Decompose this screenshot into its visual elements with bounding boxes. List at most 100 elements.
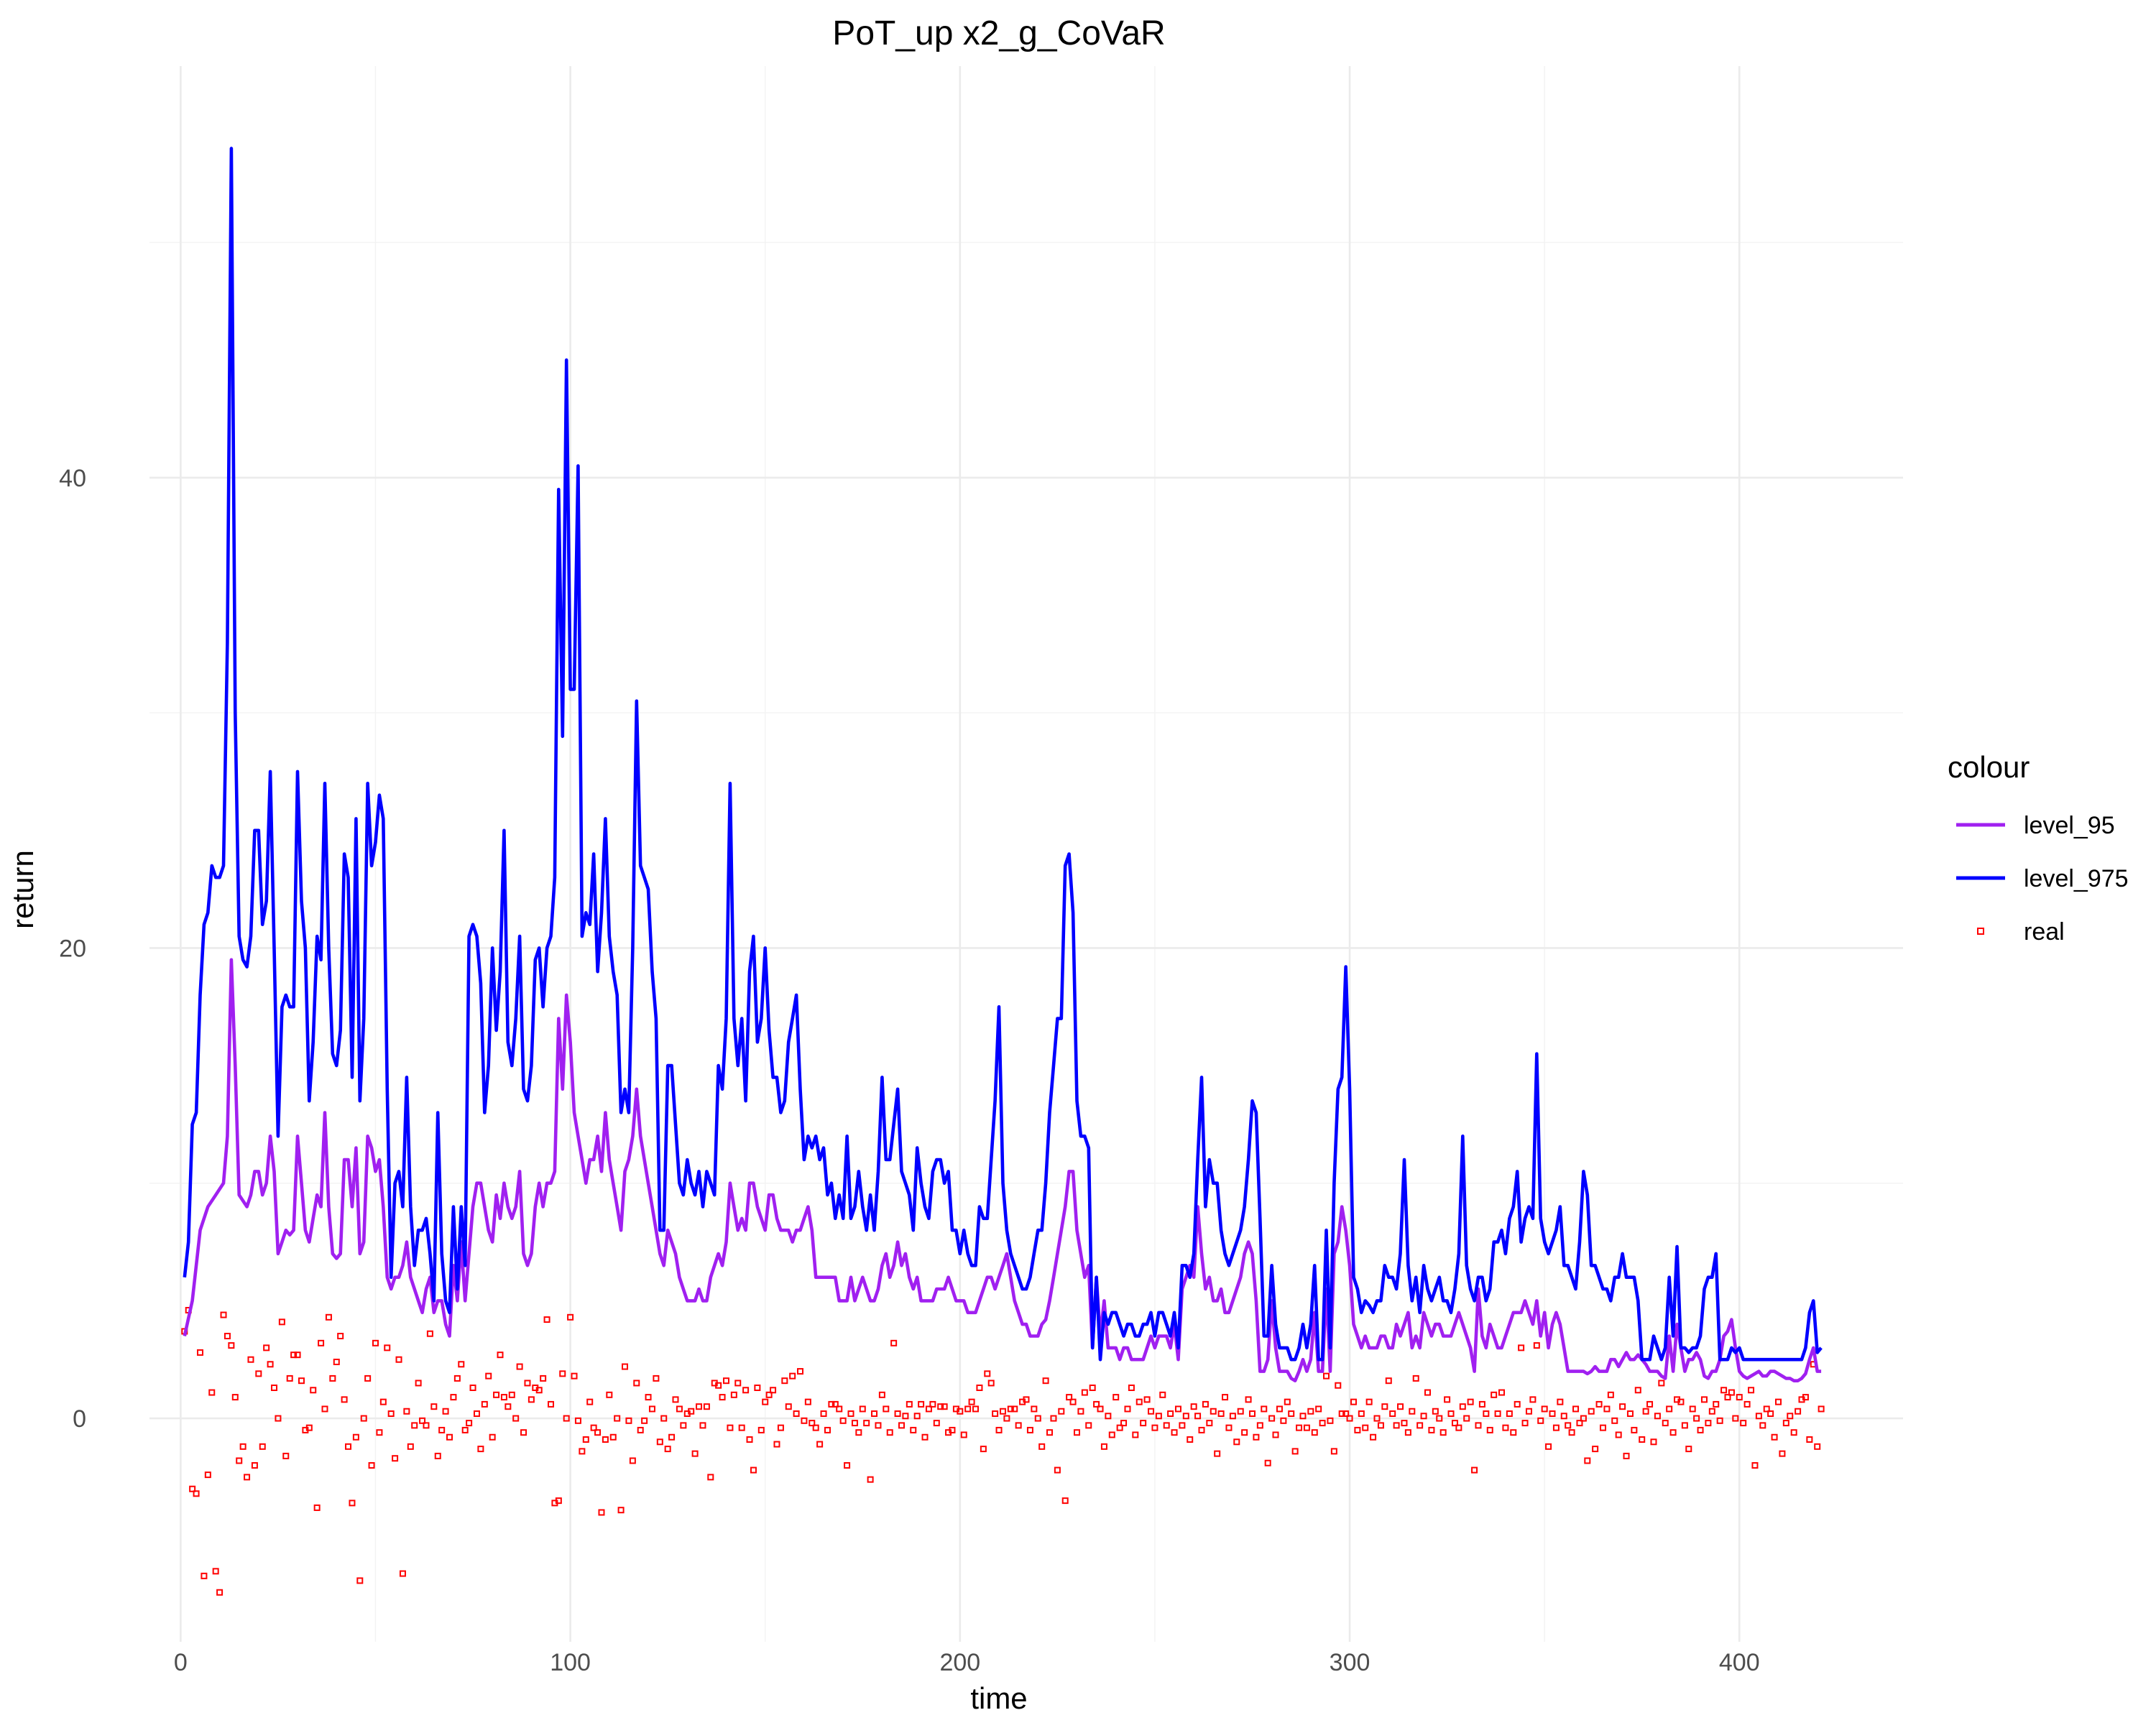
point-real xyxy=(1253,1433,1260,1441)
point-real xyxy=(1296,1424,1303,1431)
point-real xyxy=(1502,1424,1509,1431)
point-real xyxy=(1693,1415,1700,1422)
point-real xyxy=(614,1415,621,1422)
point-real xyxy=(844,1462,851,1469)
point-real xyxy=(1132,1431,1139,1438)
point-real xyxy=(1592,1446,1599,1453)
point-real xyxy=(571,1372,578,1380)
legend-label-level-95: level_95 xyxy=(2024,812,2115,839)
point-real xyxy=(1284,1398,1291,1405)
grid xyxy=(149,66,1903,1642)
point-real xyxy=(894,1410,901,1418)
point-real xyxy=(360,1415,367,1422)
point-real xyxy=(777,1424,784,1431)
point-real xyxy=(762,1398,769,1405)
point-real xyxy=(1708,1408,1715,1415)
point-real xyxy=(310,1387,317,1394)
point-real xyxy=(606,1391,613,1398)
point-real xyxy=(1677,1398,1685,1405)
point-real xyxy=(481,1400,488,1408)
point-real xyxy=(1143,1396,1151,1403)
point-real xyxy=(831,1400,839,1408)
point-real xyxy=(1603,1405,1611,1413)
point-real xyxy=(1174,1405,1181,1413)
y-axis-title: return xyxy=(6,850,40,929)
point-real xyxy=(906,1400,913,1408)
point-real xyxy=(1077,1408,1084,1415)
point-real xyxy=(1748,1387,1755,1394)
point-real xyxy=(1654,1413,1661,1420)
point-real xyxy=(1751,1462,1759,1469)
point-real xyxy=(1486,1426,1493,1433)
series-line-level-95 xyxy=(183,958,1822,1382)
point-real xyxy=(1552,1424,1560,1431)
point-real xyxy=(1128,1385,1135,1392)
point-real xyxy=(824,1426,831,1433)
point-real xyxy=(477,1446,484,1453)
point-real xyxy=(921,1433,929,1441)
point-real xyxy=(392,1455,399,1462)
point-real xyxy=(1007,1405,1014,1413)
point-real xyxy=(458,1361,465,1368)
point-real xyxy=(1740,1420,1747,1427)
point-real xyxy=(1362,1424,1369,1431)
point-real xyxy=(236,1457,243,1464)
point-real xyxy=(1210,1408,1217,1415)
point-real xyxy=(582,1436,589,1443)
point-real xyxy=(395,1356,402,1363)
point-real xyxy=(1774,1398,1782,1405)
point-real xyxy=(1151,1424,1158,1431)
point-real xyxy=(329,1374,336,1382)
point-real xyxy=(446,1433,453,1441)
point-real xyxy=(1291,1448,1299,1455)
point-real xyxy=(1105,1413,1112,1420)
point-real xyxy=(1034,1415,1041,1422)
point-real xyxy=(1584,1457,1591,1464)
point-real xyxy=(1069,1398,1077,1405)
point-real xyxy=(1658,1380,1665,1387)
point-real xyxy=(1700,1396,1708,1403)
point-real xyxy=(1565,1422,1572,1429)
point-real xyxy=(278,1318,285,1326)
point-real xyxy=(364,1374,372,1382)
point-real xyxy=(878,1391,885,1398)
point-real xyxy=(1038,1443,1046,1450)
point-real xyxy=(1112,1394,1120,1401)
point-real xyxy=(1299,1413,1307,1420)
point-real xyxy=(645,1394,652,1401)
point-real xyxy=(1404,1429,1411,1436)
point-real xyxy=(1669,1429,1677,1436)
point-real xyxy=(699,1422,706,1429)
point-real xyxy=(1237,1408,1244,1415)
point-real xyxy=(1288,1410,1295,1418)
point-real xyxy=(804,1398,811,1405)
point-real xyxy=(972,1405,980,1413)
point-real xyxy=(426,1330,433,1337)
point-real xyxy=(1478,1400,1485,1408)
point-real xyxy=(1607,1391,1614,1398)
point-real xyxy=(555,1497,562,1505)
point-real xyxy=(1350,1398,1357,1405)
point-real xyxy=(559,1370,566,1377)
point-real xyxy=(442,1408,449,1415)
point-real xyxy=(1385,1377,1392,1385)
point-real xyxy=(656,1438,663,1446)
point-real xyxy=(999,1408,1006,1415)
point-real xyxy=(1323,1372,1330,1380)
point-real xyxy=(1767,1410,1774,1418)
point-real xyxy=(368,1462,375,1469)
point-real xyxy=(567,1313,574,1321)
point-real xyxy=(1194,1413,1202,1420)
point-real xyxy=(294,1352,301,1359)
point-real xyxy=(1790,1429,1797,1436)
point-real xyxy=(781,1377,788,1385)
point-real xyxy=(801,1417,808,1424)
legend-label-real: real xyxy=(2024,918,2065,946)
point-real xyxy=(918,1400,925,1408)
point-real xyxy=(1061,1497,1069,1505)
point-real xyxy=(1631,1426,1638,1433)
point-real xyxy=(321,1405,328,1413)
point-real xyxy=(590,1424,597,1431)
point-real xyxy=(648,1405,655,1413)
point-real xyxy=(267,1361,274,1368)
